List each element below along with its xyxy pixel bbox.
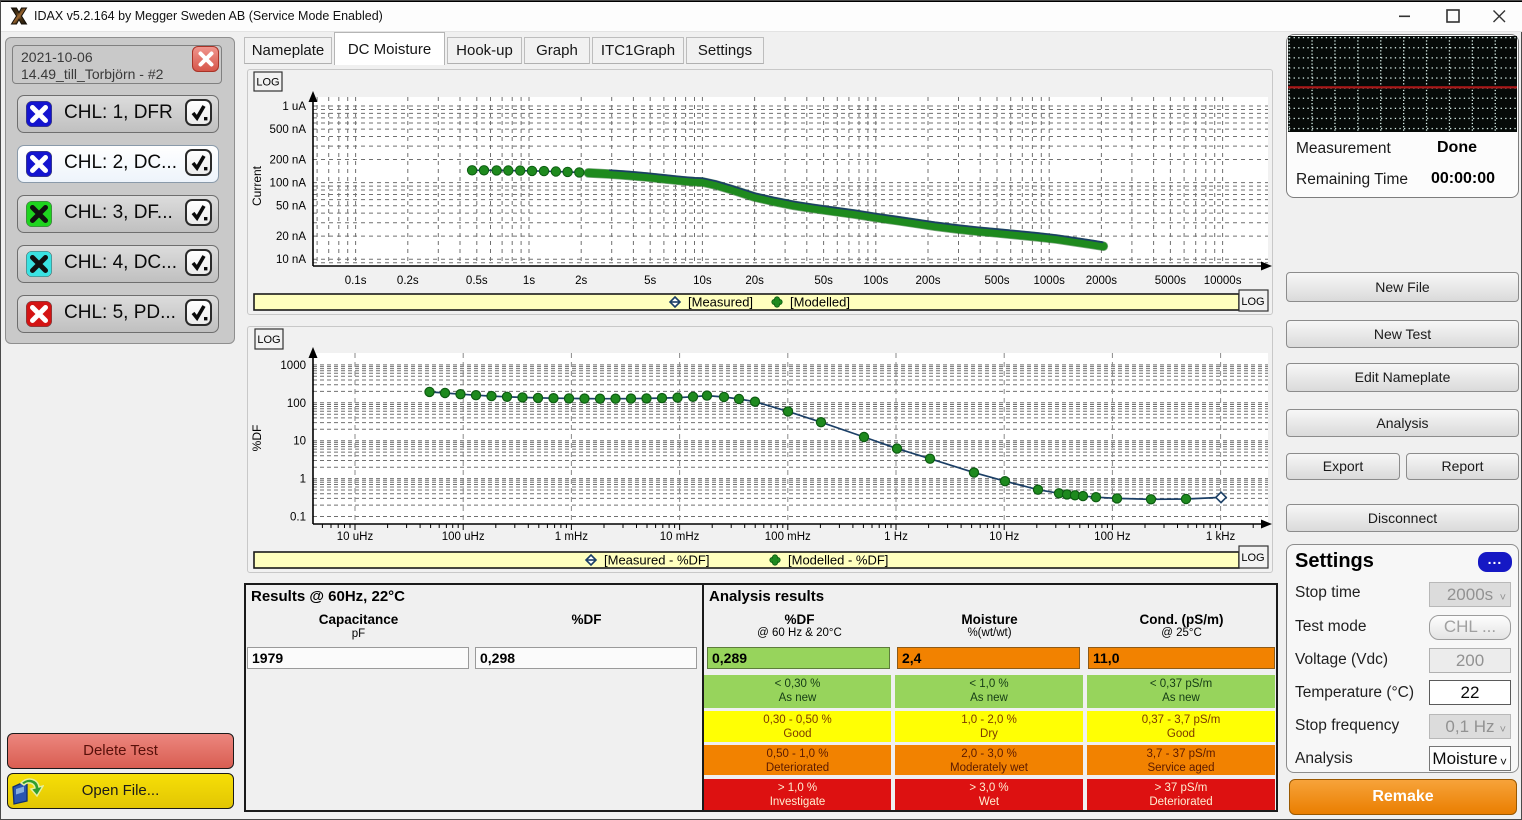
- svg-text:1 kHz: 1 kHz: [1206, 531, 1236, 543]
- svg-text:200s: 200s: [916, 275, 941, 287]
- svg-text:LOG: LOG: [257, 334, 280, 346]
- svg-text:LOG: LOG: [1241, 296, 1264, 308]
- svg-text:1000: 1000: [280, 360, 306, 372]
- svg-text:[Modelled - %DF]: [Modelled - %DF]: [788, 553, 888, 568]
- svg-text:5s: 5s: [644, 275, 656, 287]
- svg-text:1 uA: 1 uA: [282, 101, 306, 113]
- svg-text:1: 1: [300, 474, 306, 486]
- svg-text:100 Hz: 100 Hz: [1094, 531, 1131, 543]
- svg-text:0.2s: 0.2s: [397, 275, 419, 287]
- svg-text:10 uHz: 10 uHz: [337, 531, 374, 543]
- svg-text:2s: 2s: [575, 275, 587, 287]
- svg-text:100: 100: [287, 398, 306, 410]
- svg-text:500 nA: 500 nA: [270, 124, 307, 136]
- svg-text:500s: 500s: [985, 275, 1010, 287]
- svg-text:[Measured - %DF]: [Measured - %DF]: [604, 553, 709, 568]
- svg-text:20s: 20s: [745, 275, 764, 287]
- svg-text:100 nA: 100 nA: [270, 178, 307, 190]
- svg-text:10 mHz: 10 mHz: [660, 531, 700, 543]
- svg-text:1000s: 1000s: [1034, 275, 1066, 287]
- svg-text:0.1s: 0.1s: [345, 275, 367, 287]
- svg-text:50 nA: 50 nA: [276, 201, 306, 213]
- svg-text:10: 10: [293, 436, 306, 448]
- svg-text:10 nA: 10 nA: [276, 254, 306, 266]
- svg-text:200 nA: 200 nA: [270, 155, 307, 167]
- svg-text:10 Hz: 10 Hz: [989, 531, 1019, 543]
- svg-text:5000s: 5000s: [1155, 275, 1187, 287]
- svg-text:0.5s: 0.5s: [466, 275, 488, 287]
- svg-text:50s: 50s: [814, 275, 833, 287]
- svg-text:1 mHz: 1 mHz: [555, 531, 588, 543]
- svg-text:LOG: LOG: [1241, 552, 1264, 564]
- svg-text:100 mHz: 100 mHz: [765, 531, 811, 543]
- svg-text:%DF: %DF: [250, 425, 264, 452]
- svg-text:[Measured]: [Measured]: [688, 295, 753, 310]
- svg-text:2000s: 2000s: [1086, 275, 1118, 287]
- svg-text:1 Hz: 1 Hz: [884, 531, 908, 543]
- svg-text:0.1: 0.1: [290, 512, 306, 524]
- svg-text:100 uHz: 100 uHz: [442, 531, 485, 543]
- svg-text:Current: Current: [250, 165, 264, 206]
- svg-text:[Modelled]: [Modelled]: [790, 295, 850, 310]
- svg-text:10s: 10s: [693, 275, 712, 287]
- svg-text:100s: 100s: [863, 275, 888, 287]
- svg-text:LOG: LOG: [256, 77, 279, 89]
- svg-text:1s: 1s: [523, 275, 535, 287]
- svg-text:10000s: 10000s: [1204, 275, 1242, 287]
- svg-text:20 nA: 20 nA: [276, 231, 306, 243]
